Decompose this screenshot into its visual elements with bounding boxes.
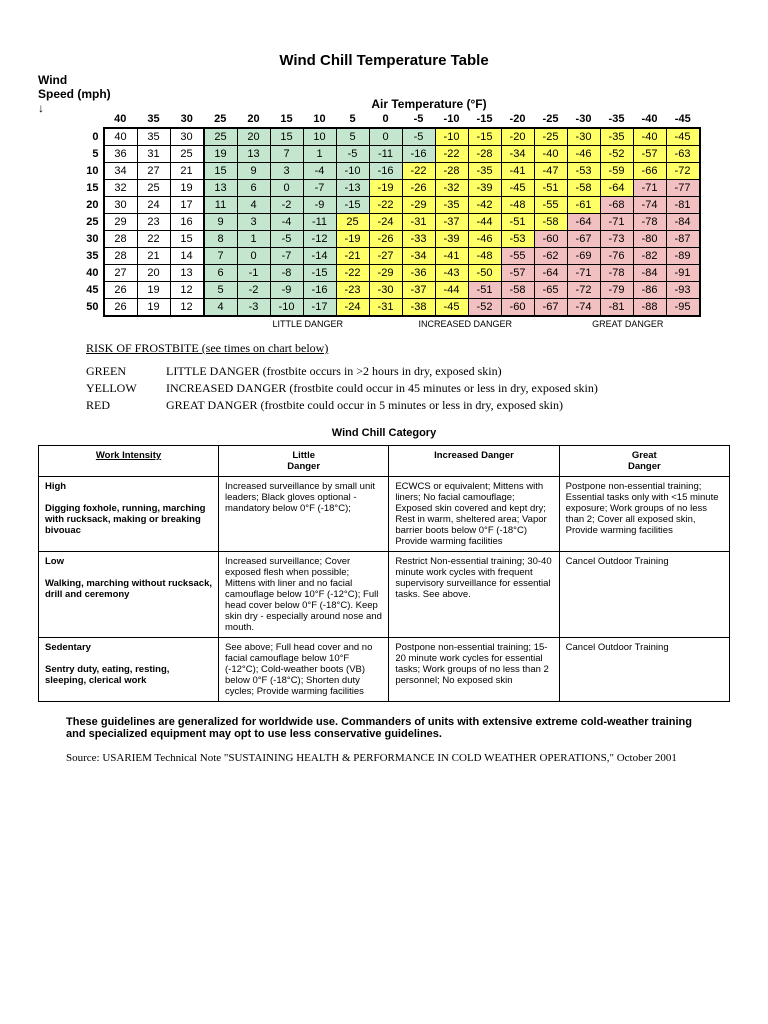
windchill-table: 4035302520151050-5-10-15-20-25-30-35-40-… bbox=[68, 111, 701, 317]
category-title: Wind Chill Category bbox=[38, 427, 730, 439]
page-title: Wind Chill Temperature Table bbox=[38, 52, 730, 69]
color-legend: GREENLITTLE DANGER (frostbite occurs in … bbox=[86, 364, 730, 413]
category-table: Work Intensity Little Danger Increased D… bbox=[38, 445, 730, 702]
col-increased: Increased Danger bbox=[389, 446, 559, 477]
source-citation: Source: USARIEM Technical Note "SUSTAINI… bbox=[66, 752, 702, 764]
danger-zone-labels: LITTLE DANGER INCREASED DANGER GREAT DAN… bbox=[38, 319, 730, 329]
risk-heading: RISK OF FROSTBITE (see times on chart be… bbox=[86, 341, 730, 356]
commander-note: These guidelines are generalized for wor… bbox=[66, 716, 702, 740]
col-work-intensity: Work Intensity bbox=[39, 446, 219, 477]
air-temp-label: Air Temperature (°F) bbox=[128, 97, 730, 111]
col-little: Little Danger bbox=[219, 446, 389, 477]
col-great: Great Danger bbox=[559, 446, 729, 477]
